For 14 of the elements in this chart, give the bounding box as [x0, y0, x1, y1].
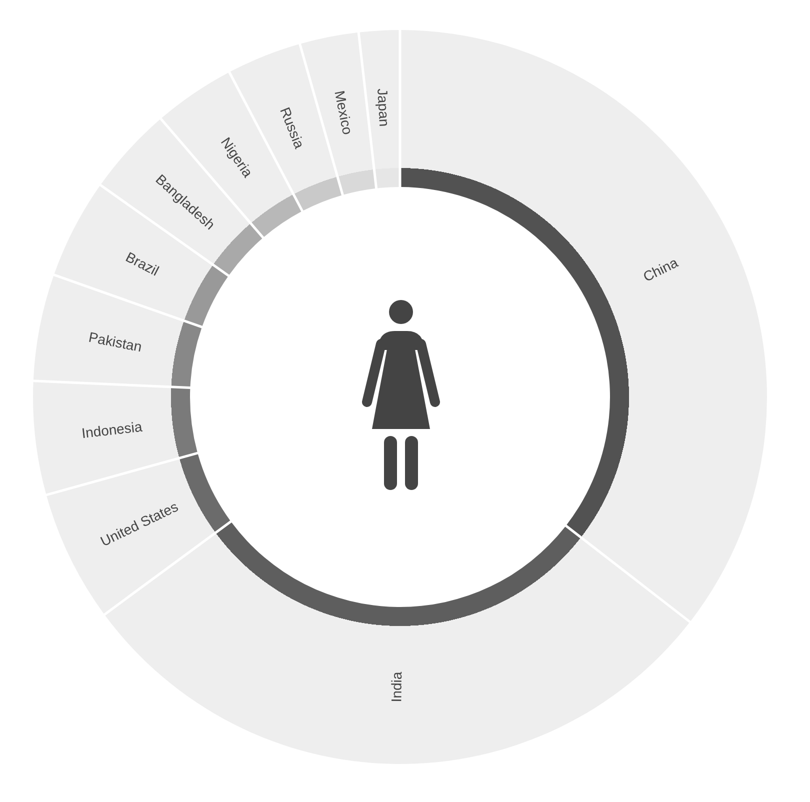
donut-slice — [33, 276, 202, 387]
donut-slice — [46, 454, 230, 614]
donut-slice — [401, 30, 767, 621]
slice-label: India — [388, 671, 405, 702]
donut-slice — [360, 30, 399, 188]
slice-label: Indonesia — [80, 418, 144, 442]
slice-label: Russia — [277, 104, 308, 151]
donut-slice — [101, 120, 262, 275]
donut-slice — [301, 32, 376, 195]
slice-label: Mexico — [332, 89, 356, 136]
slice-label: Japan — [374, 88, 393, 127]
slice-label: China — [640, 254, 681, 285]
donut-slice — [33, 382, 198, 494]
slice-label: Pakistan — [87, 328, 144, 355]
